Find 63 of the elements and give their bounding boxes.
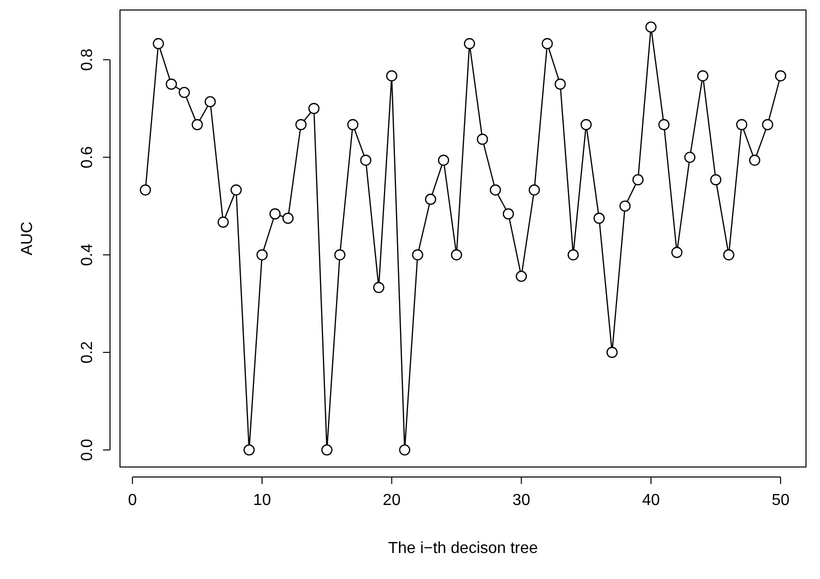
x-tick-label: 30 (512, 492, 530, 509)
point (490, 184, 502, 196)
y-tick-label: 0.0 (79, 438, 96, 462)
point (256, 249, 268, 260)
point (282, 212, 294, 224)
point (568, 249, 579, 260)
point (438, 154, 450, 166)
point (166, 78, 177, 90)
point (710, 174, 722, 186)
point (658, 119, 670, 130)
x-tick-label: 10 (253, 492, 272, 509)
point (321, 444, 332, 456)
point (632, 174, 644, 186)
point (399, 444, 410, 456)
point (178, 86, 190, 98)
point (386, 70, 398, 82)
point (762, 119, 774, 130)
point (464, 38, 476, 50)
point (360, 154, 372, 166)
y-tick-label: 0.2 (79, 341, 96, 364)
x-tick-label: 40 (642, 492, 660, 509)
point (450, 249, 462, 260)
point (192, 119, 203, 130)
y-tick-label: 0.6 (79, 146, 96, 168)
point (528, 184, 540, 196)
point (218, 216, 229, 228)
point (244, 444, 255, 456)
y-tick-label: 0.4 (79, 244, 96, 266)
y-tick-label: 0.8 (79, 48, 96, 71)
point (502, 208, 514, 220)
point (594, 212, 605, 224)
point (774, 70, 786, 82)
point (269, 208, 281, 220)
point (308, 102, 320, 114)
point (347, 119, 358, 130)
x-axis-title: The i−th decison tree (388, 540, 538, 557)
point (152, 38, 164, 50)
point (542, 38, 553, 50)
point (606, 346, 618, 358)
x-tick-label: 0 (128, 492, 137, 509)
point (554, 78, 566, 90)
y-axis-title: AUC (19, 222, 36, 256)
point (645, 21, 657, 33)
point (516, 270, 527, 282)
point (204, 96, 216, 108)
point (749, 154, 760, 166)
point (140, 184, 152, 196)
point (671, 246, 682, 258)
x-tick-label: 50 (772, 492, 790, 509)
point (580, 119, 592, 130)
point (684, 152, 696, 163)
point (697, 70, 708, 82)
point (476, 134, 488, 145)
x-tick-label: 20 (382, 492, 401, 509)
point (619, 200, 631, 212)
point (412, 249, 424, 260)
point (230, 184, 242, 196)
point (334, 249, 346, 260)
point (723, 249, 734, 260)
point (295, 119, 307, 130)
point (736, 119, 748, 130)
point (373, 282, 384, 294)
point (424, 194, 436, 205)
